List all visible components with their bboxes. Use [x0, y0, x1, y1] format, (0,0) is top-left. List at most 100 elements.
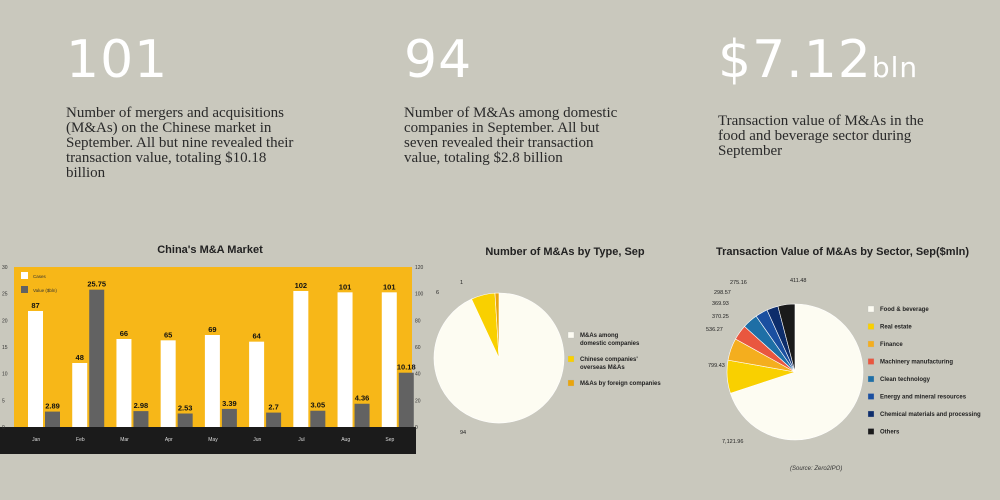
legend-label: Chinese companies' — [580, 357, 638, 363]
bar-cases — [293, 291, 308, 427]
left-axis-tick-label: 15 — [2, 345, 8, 351]
bar-chart: 0 5 10 15 20 25 30 0 20 40 60 80 100 120 87 2.89 Jan 48 25… — [0, 262, 430, 462]
legend-label: Machinery manufacturing — [880, 360, 953, 366]
bar-cases — [72, 363, 87, 427]
stat-description: Number of M&As among domestic companies … — [404, 106, 629, 166]
data-label: 370.25 — [712, 314, 729, 320]
data-label-value: 4.36 — [355, 394, 370, 403]
data-label: 6 — [436, 290, 439, 296]
legend-label: M&As by foreign companies — [580, 381, 661, 387]
data-label: 411.48 — [790, 278, 806, 284]
stat-value: 101 — [66, 30, 306, 90]
source-note: (Source: Zero2IPO) — [790, 466, 842, 472]
legend-swatch — [21, 272, 28, 279]
stat-total-mas: 101 Number of mergers and acquisitions (… — [66, 30, 306, 181]
bar-cases — [205, 335, 220, 427]
legend-label: Clean technology — [880, 377, 931, 383]
bar-value — [310, 411, 325, 427]
stat-food-beverage-value: $7.12bln Transaction value of M&As in th… — [718, 30, 938, 159]
data-label-value: 25.75 — [87, 280, 106, 289]
bar-chart-title: China's M&A Market — [110, 244, 310, 256]
left-axis-tick-label: 0 — [2, 425, 5, 431]
left-axis-tick-label: 30 — [2, 265, 8, 271]
data-label: 369.93 — [712, 301, 729, 307]
legend-label: Finance — [880, 342, 903, 348]
bar-value — [178, 414, 193, 427]
legend-swatch — [868, 394, 874, 400]
type-pie-title: Number of M&As by Type, Sep — [470, 246, 660, 258]
legend-swatch — [868, 411, 874, 417]
bar-cases — [382, 292, 397, 427]
sector-pie-title: Transaction Value of M&As by Sector, Sep… — [705, 246, 980, 258]
legend-swatch — [868, 359, 874, 365]
data-label-value: 2.7 — [268, 403, 278, 412]
legend-swatch — [868, 376, 874, 382]
data-label: 1 — [460, 280, 463, 286]
data-label-value: 2.89 — [45, 402, 60, 411]
category-tick-label: May — [208, 437, 218, 443]
category-tick-label: Mar — [120, 437, 129, 443]
left-axis-tick-label: 25 — [2, 292, 8, 298]
data-label-value: 3.39 — [222, 399, 237, 408]
data-label-cases: 102 — [295, 281, 308, 290]
data-label-value: 3.05 — [311, 401, 326, 410]
legend-swatch — [568, 356, 574, 362]
data-label-cases: 87 — [31, 301, 39, 310]
data-label-cases: 101 — [339, 282, 352, 291]
legend-label: Value ($bln) — [33, 288, 57, 293]
legend-swatch — [868, 429, 874, 435]
left-axis-tick-label: 20 — [2, 318, 8, 324]
legend-label: Cases — [33, 274, 47, 279]
bar-value — [266, 413, 281, 427]
data-label: 536.27 — [706, 327, 723, 333]
data-label-cases: 69 — [208, 325, 216, 334]
legend-swatch — [568, 380, 574, 386]
stat-value: $7.12bln — [718, 30, 938, 98]
data-label-value: 2.98 — [134, 401, 149, 410]
legend-swatch — [21, 286, 28, 293]
bar-cases — [161, 340, 176, 427]
data-label-cases: 48 — [76, 353, 84, 362]
data-label-value: 2.53 — [178, 404, 193, 413]
bar-value — [222, 409, 237, 427]
bar-cases — [116, 339, 131, 427]
category-tick-label: Jan — [32, 437, 40, 443]
legend-swatch — [868, 306, 874, 312]
bar-value — [45, 412, 60, 427]
legend-label: M&As among — [580, 333, 619, 339]
legend-label-cont: domestic companies — [580, 341, 640, 347]
bar-cases — [28, 311, 43, 427]
bar-cases — [338, 292, 353, 427]
data-label: 275.16 — [730, 280, 747, 286]
category-tick-label: Jun — [253, 437, 261, 443]
category-tick-label: Jul — [298, 437, 304, 443]
legend-swatch — [868, 324, 874, 330]
legend-label: Chemical materials and processing — [880, 412, 981, 418]
legend-label: Energy and mineral resources — [880, 395, 967, 401]
legend-label: Food & beverage — [880, 307, 929, 313]
category-tick-label: Apr — [165, 437, 173, 443]
data-label: 94 — [460, 430, 466, 436]
data-label: 7,121.96 — [722, 439, 743, 445]
data-label-cases: 101 — [383, 282, 396, 291]
bar-value — [399, 373, 414, 427]
left-axis-tick-label: 10 — [2, 372, 8, 378]
stat-value: 94 — [404, 30, 629, 90]
data-label-cases: 64 — [252, 332, 261, 341]
legend-label: Others — [880, 430, 900, 436]
data-label-value: 10.18 — [397, 363, 416, 372]
category-tick-label: Sep — [385, 437, 394, 443]
stat-unit: bln — [872, 51, 918, 84]
left-axis-tick-label: 5 — [2, 398, 5, 404]
bar-value — [133, 411, 148, 427]
legend-swatch — [868, 341, 874, 347]
data-label: 298.57 — [714, 290, 731, 296]
sector-pie-chart: 7,121.96 799.43 536.27 370.25 369.93 298.57 27… — [672, 270, 1000, 455]
legend-label-cont: overseas M&As — [580, 365, 625, 371]
stat-description: Transaction value of M&As in the food an… — [718, 114, 938, 159]
legend-label: Real estate — [880, 325, 912, 331]
bar-cases — [249, 342, 264, 427]
legend-swatch — [568, 332, 574, 338]
bar-value — [89, 290, 104, 427]
bar-value — [355, 404, 370, 427]
